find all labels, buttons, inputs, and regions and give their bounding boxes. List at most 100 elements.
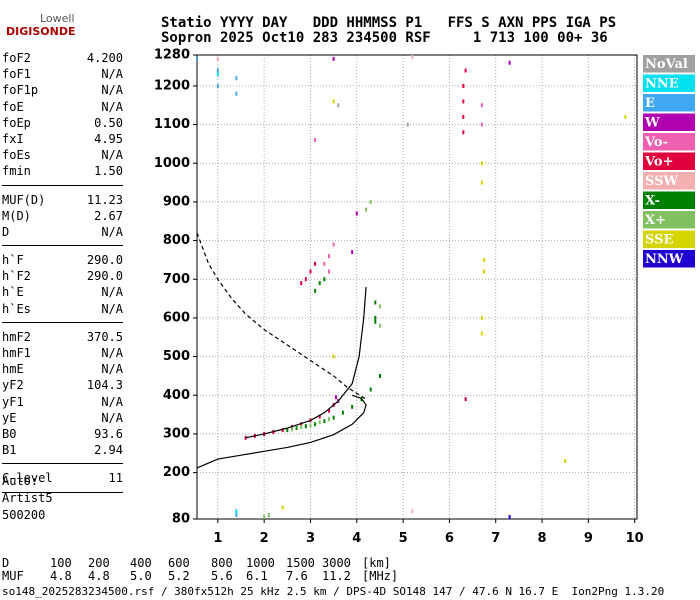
y-tick-label: 900 xyxy=(163,194,190,209)
data-point xyxy=(318,414,321,419)
data-point xyxy=(374,315,377,320)
legend-swatch xyxy=(643,94,695,112)
parameter-value: 11 xyxy=(108,471,123,486)
y-tick-label: 400 xyxy=(163,388,190,403)
parameter-label: C-level xyxy=(2,471,53,486)
parameter-label: yE xyxy=(2,410,17,425)
table-value: 6.1 xyxy=(246,569,268,583)
data-point xyxy=(196,56,198,61)
parameter-row: foF1 N/A xyxy=(2,66,123,82)
legend-label: NNE xyxy=(645,77,679,92)
y-tick-label: 1000 xyxy=(154,156,190,171)
data-point xyxy=(267,513,270,518)
data-point xyxy=(216,83,219,88)
data-point xyxy=(328,417,330,422)
data-point xyxy=(318,281,321,286)
table-unit: [km] xyxy=(362,556,391,570)
data-point xyxy=(309,423,312,428)
parameter-group: MUF(D) 11.23 M(D) 2.67 D N/A xyxy=(2,190,123,247)
parameter-value: N/A xyxy=(101,83,123,98)
parameter-label: foF1p xyxy=(2,83,39,98)
data-point xyxy=(332,56,335,61)
parameter-value: 93.6 xyxy=(94,426,123,441)
parameter-group: hmF2 370.5 hmF1 N/A hmE N/A yF2 104.3 yF1 N/A yE N/… xyxy=(2,327,123,465)
data-point xyxy=(464,397,467,402)
parameter-row: yF1 N/A xyxy=(2,394,123,410)
data-point xyxy=(378,323,381,328)
ionogram: 8020030040050060070080090010001100120012… xyxy=(154,48,695,546)
data-point xyxy=(318,420,321,425)
x-tick-label: 7 xyxy=(491,531,500,546)
plot-frame xyxy=(196,54,638,520)
data-point xyxy=(304,424,307,429)
parameter-value: N/A xyxy=(101,99,123,114)
y-tick-label: 500 xyxy=(163,349,190,364)
profile-curve xyxy=(245,286,367,439)
data-point xyxy=(369,387,372,392)
table-value: 11.2 xyxy=(322,569,351,583)
legend-swatch xyxy=(643,74,695,92)
parameter-row: h`F 290.0 xyxy=(2,252,123,268)
data-point xyxy=(290,427,293,432)
parameter-row: yF2 104.3 xyxy=(2,377,123,393)
table-value: 3000 xyxy=(322,556,351,570)
header-line: Statio YYYY DAY DDD HHMMSS P1 FFS S AXN … xyxy=(161,15,617,31)
parameter-value: 290.0 xyxy=(86,253,123,268)
legend-swatch xyxy=(643,250,695,268)
data-point xyxy=(378,304,381,309)
auto-line: Artist5 xyxy=(2,491,53,505)
data-point xyxy=(328,408,330,413)
parameter-label: yF1 xyxy=(2,394,24,409)
parameter-value: N/A xyxy=(101,285,123,300)
data-point xyxy=(216,56,219,61)
table-label: MUF xyxy=(2,569,24,583)
x-tick-label: 10 xyxy=(626,531,644,546)
parameter-row: fmin 1.50 xyxy=(2,163,123,179)
table-value: 5.0 xyxy=(130,569,152,583)
legend-swatch xyxy=(643,152,695,170)
table-value: 400 xyxy=(130,556,152,570)
data-point xyxy=(411,509,414,514)
parameter-group: h`F 290.0 h`F2 290.0 h`E N/A h`Es N/A xyxy=(2,250,123,323)
parameter-group: C-level 11 xyxy=(2,468,123,493)
parameter-label: h`F xyxy=(2,253,24,268)
parameters: foF2 4.200 foF1 N/A foF1p N/A foE N/A foEp 0.50 fx… xyxy=(2,48,123,497)
table-value: 5.2 xyxy=(168,569,190,583)
parameter-row: M(D) 2.67 xyxy=(2,208,123,224)
data-point xyxy=(216,72,219,77)
data-point xyxy=(300,424,303,429)
data-point xyxy=(235,76,238,81)
y-tick-label: 1280 xyxy=(154,48,190,63)
legend-swatch xyxy=(643,55,695,73)
data-point xyxy=(480,315,483,320)
data-point xyxy=(337,103,340,108)
logo-bottom: DIGISONDE xyxy=(6,25,76,38)
y-tick-label: 1100 xyxy=(154,117,190,132)
data-point xyxy=(341,410,344,415)
legend-label: Vo- xyxy=(644,135,668,150)
data-point xyxy=(332,354,335,359)
parameter-value: N/A xyxy=(101,67,123,82)
data-point xyxy=(314,261,317,266)
data-point xyxy=(411,54,414,59)
parameter-value: 2.67 xyxy=(94,208,123,223)
data-point xyxy=(235,509,238,514)
x-tick-label: 8 xyxy=(538,531,547,546)
parameter-value: 370.5 xyxy=(86,329,123,344)
data-point xyxy=(300,422,303,427)
x-tick-label: 1 xyxy=(213,531,222,546)
data-point xyxy=(332,415,335,420)
data-point xyxy=(480,103,483,108)
logo-top: Lowell xyxy=(40,12,75,25)
parameter-value: 11.23 xyxy=(86,192,123,207)
parameter-row: foEs N/A xyxy=(2,147,123,163)
data-point xyxy=(295,426,298,431)
table-value: 1500 xyxy=(286,556,315,570)
x-tick-label: 3 xyxy=(306,531,315,546)
parameter-label: fxI xyxy=(2,131,24,146)
parameter-row: fxI 4.95 xyxy=(2,131,123,147)
data-point xyxy=(332,242,335,247)
legend-swatch xyxy=(643,172,695,190)
data-point xyxy=(216,68,219,73)
x-tick-label: 4 xyxy=(352,531,361,546)
